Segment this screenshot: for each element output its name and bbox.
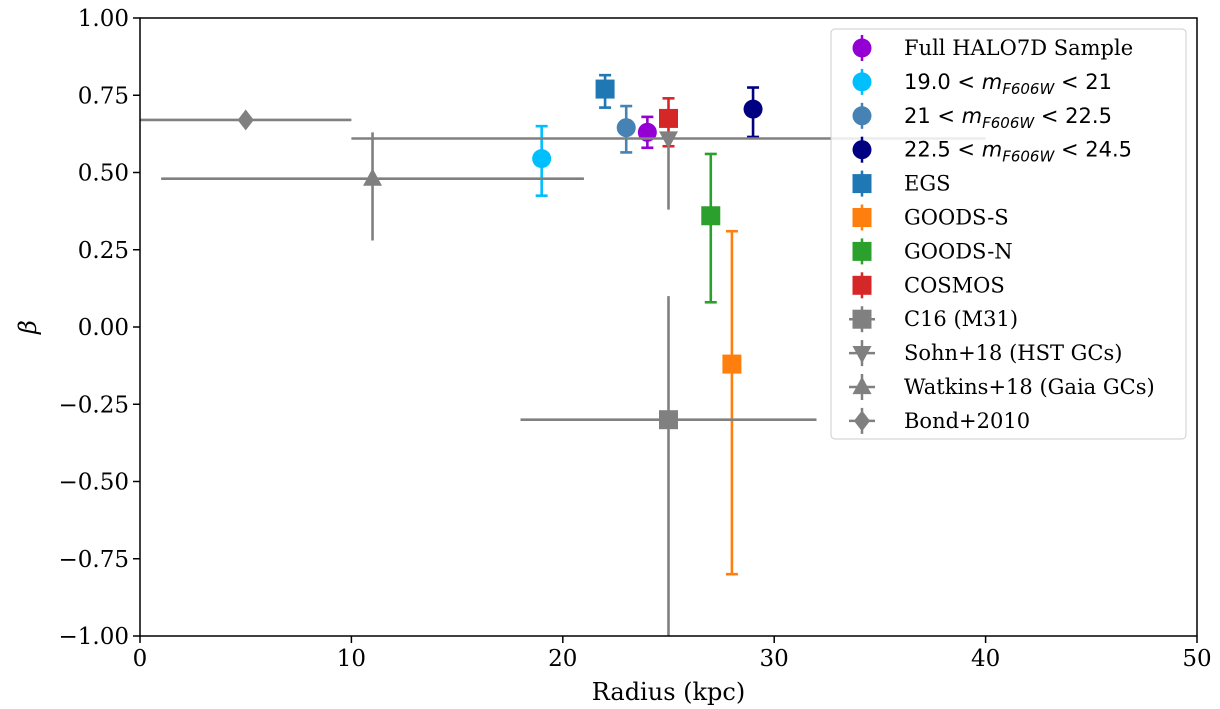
data-point — [637, 122, 657, 142]
data-point — [595, 79, 615, 99]
series — [701, 152, 721, 304]
series — [532, 124, 552, 197]
legend-label: GOODS-S — [904, 206, 1009, 230]
legend-marker — [852, 174, 872, 194]
legend-marker — [852, 345, 872, 364]
y-tick-label: 1.00 — [78, 6, 129, 32]
series — [637, 115, 657, 150]
legend-item: EGS — [852, 170, 951, 197]
y-axis-label: β — [14, 320, 42, 335]
legend-label: C16 (M31) — [904, 307, 1018, 331]
legend-marker — [852, 208, 872, 227]
legend-label: Sohn+18 (HST GCs) — [904, 341, 1122, 365]
y-tick-label: −0.75 — [59, 547, 129, 573]
data-point — [532, 149, 552, 169]
legend-marker — [852, 376, 872, 395]
y-tick-label: −0.50 — [59, 470, 129, 496]
legend-item: Sohn+18 (HST GCs) — [849, 340, 1122, 367]
series — [161, 132, 584, 241]
series — [722, 229, 742, 576]
axes: 0 10 20 30 40 50 −1.00 −0.75 −0.50 −0.25 0.00 0.25 0… — [59, 6, 1212, 672]
x-tick-label: 20 — [548, 646, 577, 672]
data-point — [659, 131, 678, 149]
legend-item: GOODS-N — [852, 238, 1013, 265]
data-point — [659, 410, 678, 430]
legend-item: Watkins+18 (Gaia GCs) — [849, 374, 1155, 400]
legend-marker — [852, 309, 872, 329]
series — [595, 73, 615, 109]
x-tick-label: 50 — [1182, 646, 1211, 672]
legend-label: 19.0 < mF606W < 21 — [904, 70, 1112, 98]
data-point — [237, 109, 254, 131]
legend-item: Bond+2010 — [849, 407, 1030, 434]
legend-item: C16 (M31) — [849, 306, 1018, 333]
series — [743, 86, 763, 139]
series — [520, 296, 817, 636]
legend-marker — [853, 410, 871, 432]
legend-marker — [852, 38, 872, 58]
legend-label: 21 < mF606W < 22.5 — [904, 104, 1112, 132]
legend-label: 22.5 < mF606W < 24.5 — [904, 138, 1132, 166]
y-tick-label: 0.50 — [78, 161, 129, 187]
legend-item: COSMOS — [852, 272, 1005, 299]
legend-item: Full HALO7D Sample — [852, 35, 1133, 61]
y-tick-label: −1.00 — [59, 624, 129, 650]
data-point — [363, 168, 383, 186]
legend-item: 22.5 < mF606W < 24.5 — [852, 136, 1132, 166]
legend-item: 21 < mF606W < 22.5 — [852, 102, 1112, 132]
x-tick-label: 40 — [971, 646, 1000, 672]
data-point — [743, 99, 763, 119]
legend-marker — [852, 140, 872, 160]
legend-label: COSMOS — [904, 273, 1005, 297]
x-tick-label: 10 — [337, 646, 366, 672]
x-tick-label: 30 — [760, 646, 789, 672]
legend-label: Bond+2010 — [904, 409, 1030, 433]
y-tick-label: −0.25 — [59, 392, 129, 418]
series — [616, 104, 636, 154]
series — [140, 109, 352, 131]
y-tick-label: 0.75 — [78, 83, 129, 109]
y-tick-label: 0.00 — [78, 315, 129, 341]
data-point — [701, 206, 721, 226]
legend-item: GOODS-S — [852, 204, 1009, 231]
legend: Full HALO7D Sample 19.0 < mF606W < 21 21 <… — [830, 28, 1187, 440]
legend-marker — [852, 241, 872, 261]
legend-box — [830, 28, 1187, 440]
x-axis-label: Radius (kpc) — [592, 678, 745, 706]
legend-marker — [852, 106, 872, 126]
x-tick-label: 0 — [133, 646, 148, 672]
legend-label: Full HALO7D Sample — [904, 36, 1133, 60]
plot-area — [140, 73, 986, 636]
legend-marker — [852, 72, 872, 92]
data-layer — [140, 73, 986, 636]
legend-label: Watkins+18 (Gaia GCs) — [904, 375, 1155, 399]
legend-item: 19.0 < mF606W < 21 — [852, 68, 1112, 98]
data-point — [659, 108, 678, 128]
legend-marker — [852, 275, 872, 295]
legend-label: EGS — [904, 172, 951, 196]
y-tick-label: 0.25 — [78, 238, 129, 264]
data-point — [722, 354, 742, 374]
data-point — [616, 118, 636, 138]
legend-label: GOODS-N — [904, 239, 1013, 263]
